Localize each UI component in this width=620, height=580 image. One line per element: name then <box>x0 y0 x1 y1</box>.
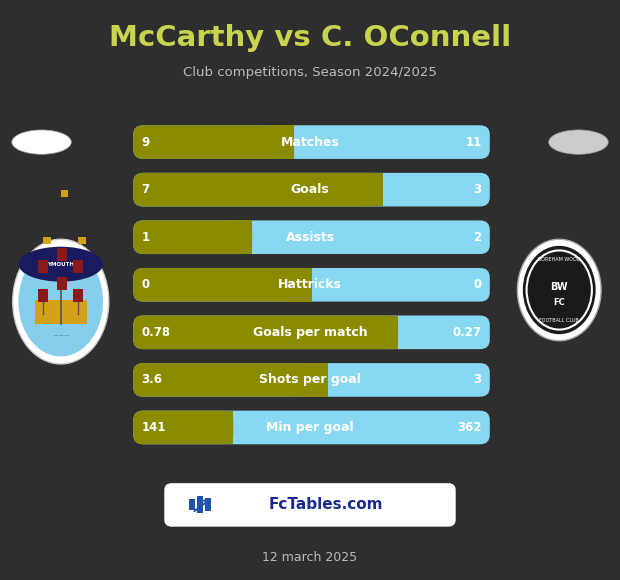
Text: 0.78: 0.78 <box>141 326 171 339</box>
FancyBboxPatch shape <box>133 363 490 397</box>
Bar <box>73 260 83 273</box>
Text: YMOUTH: YMOUTH <box>47 262 74 267</box>
FancyBboxPatch shape <box>164 483 456 527</box>
Text: 1: 1 <box>141 231 149 244</box>
Text: BOREHAM WOOD: BOREHAM WOOD <box>538 257 580 262</box>
Bar <box>303 363 328 397</box>
FancyBboxPatch shape <box>133 363 328 397</box>
FancyBboxPatch shape <box>133 173 490 206</box>
Bar <box>286 268 312 302</box>
Ellipse shape <box>12 130 71 154</box>
Text: 0: 0 <box>141 278 149 291</box>
Text: 0: 0 <box>474 278 482 291</box>
Text: 11: 11 <box>466 136 482 148</box>
Text: Goals per match: Goals per match <box>253 326 367 339</box>
Bar <box>205 498 211 511</box>
Text: Assists: Assists <box>285 231 335 244</box>
Ellipse shape <box>523 246 596 334</box>
FancyBboxPatch shape <box>133 268 490 302</box>
Text: 3: 3 <box>474 183 482 196</box>
FancyBboxPatch shape <box>133 316 398 349</box>
Text: FOOTBALL CLUB: FOOTBALL CLUB <box>539 318 579 323</box>
Text: Matches: Matches <box>281 136 339 148</box>
Text: 7: 7 <box>141 183 149 196</box>
Text: 362: 362 <box>457 421 482 434</box>
Bar <box>189 499 195 510</box>
Bar <box>57 277 67 290</box>
Bar <box>38 289 48 302</box>
Ellipse shape <box>549 130 608 154</box>
Text: 141: 141 <box>141 421 166 434</box>
FancyBboxPatch shape <box>133 125 490 159</box>
FancyBboxPatch shape <box>133 411 233 444</box>
Bar <box>358 173 383 206</box>
Ellipse shape <box>517 239 601 341</box>
Text: Goals: Goals <box>291 183 329 196</box>
Text: McCarthy vs C. OConnell: McCarthy vs C. OConnell <box>109 24 511 52</box>
FancyBboxPatch shape <box>133 220 252 254</box>
Bar <box>57 248 67 261</box>
Bar <box>228 220 252 254</box>
Text: 0.27: 0.27 <box>453 326 482 339</box>
FancyBboxPatch shape <box>133 411 490 444</box>
Bar <box>78 237 86 244</box>
Bar <box>269 125 294 159</box>
Bar <box>208 411 233 444</box>
Text: Min per goal: Min per goal <box>266 421 354 434</box>
Text: Club competitions, Season 2024/2025: Club competitions, Season 2024/2025 <box>183 66 437 79</box>
Text: FcTables.com: FcTables.com <box>268 497 383 512</box>
Bar <box>197 496 203 513</box>
FancyBboxPatch shape <box>133 173 383 206</box>
Ellipse shape <box>19 246 103 282</box>
Ellipse shape <box>526 251 592 329</box>
FancyBboxPatch shape <box>133 316 490 349</box>
Bar <box>38 260 48 273</box>
Text: 9: 9 <box>141 136 149 148</box>
Text: 3.6: 3.6 <box>141 374 162 386</box>
Text: 12 march 2025: 12 march 2025 <box>262 552 358 564</box>
Text: Shots per goal: Shots per goal <box>259 374 361 386</box>
FancyBboxPatch shape <box>133 220 490 254</box>
Text: 2: 2 <box>474 231 482 244</box>
Bar <box>61 190 68 197</box>
Text: ~~~: ~~~ <box>52 334 69 339</box>
FancyBboxPatch shape <box>133 268 311 302</box>
Text: 3: 3 <box>474 374 482 386</box>
Ellipse shape <box>19 246 103 357</box>
Bar <box>73 289 83 302</box>
Text: BW: BW <box>551 282 568 292</box>
Ellipse shape <box>13 239 109 364</box>
Text: FC: FC <box>554 298 565 307</box>
FancyBboxPatch shape <box>133 125 294 159</box>
Bar <box>43 237 51 244</box>
Bar <box>35 300 87 324</box>
Bar <box>373 316 398 349</box>
Text: Hattricks: Hattricks <box>278 278 342 291</box>
